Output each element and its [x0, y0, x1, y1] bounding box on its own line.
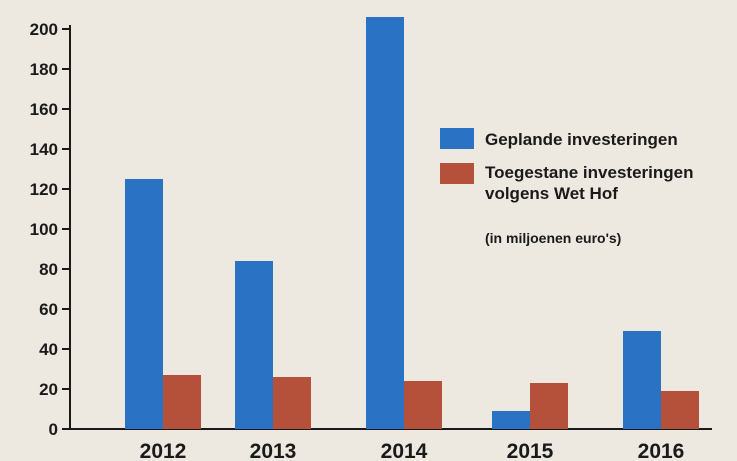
bar-geplande-2012: [125, 179, 163, 429]
x-category-label: 2016: [638, 440, 685, 461]
bars: [125, 17, 699, 429]
legend-label-geplande: Geplande investeringen: [485, 130, 678, 149]
y-tick-label: 20: [39, 380, 58, 399]
bar-toegestane-2015: [530, 383, 568, 429]
y-tick-label: 160: [30, 100, 58, 119]
x-category-label: 2013: [250, 440, 297, 461]
y-tick-label: 100: [30, 220, 58, 239]
x-category-label: 2012: [140, 440, 187, 461]
y-tick-label: 0: [49, 420, 58, 439]
legend-swatch-toegestane: [440, 163, 474, 184]
x-category-label: 2014: [381, 440, 428, 461]
y-tick-label: 140: [30, 140, 58, 159]
unit-annotation: (in miljoenen euro's): [485, 230, 621, 246]
y-tick-label: 60: [39, 300, 58, 319]
x-category-label: 2015: [507, 440, 554, 461]
axes: 0 20 40 60 80 100 120 140 160 180 200 2012 2013 2014 2…: [30, 20, 712, 461]
y-tick-label: 180: [30, 60, 58, 79]
bar-toegestane-2016: [661, 391, 699, 429]
y-tick-label: 120: [30, 180, 58, 199]
y-tick-label: 40: [39, 340, 58, 359]
legend: Geplande investeringen Toegestane invest…: [440, 128, 698, 246]
bar-toegestane-2012: [163, 375, 201, 429]
bar-geplande-2014: [366, 17, 404, 429]
legend-swatch-geplande: [440, 128, 474, 149]
legend-label-toegestane: Toegestane investeringen volgens Wet Hof: [485, 163, 698, 203]
bar-toegestane-2014: [404, 381, 442, 429]
bar-geplande-2016: [623, 331, 661, 429]
y-tick-label: 80: [39, 260, 58, 279]
bar-geplande-2013: [235, 261, 273, 429]
bar-toegestane-2013: [273, 377, 311, 429]
y-tick-label: 200: [30, 20, 58, 39]
bar-geplande-2015: [492, 411, 530, 429]
